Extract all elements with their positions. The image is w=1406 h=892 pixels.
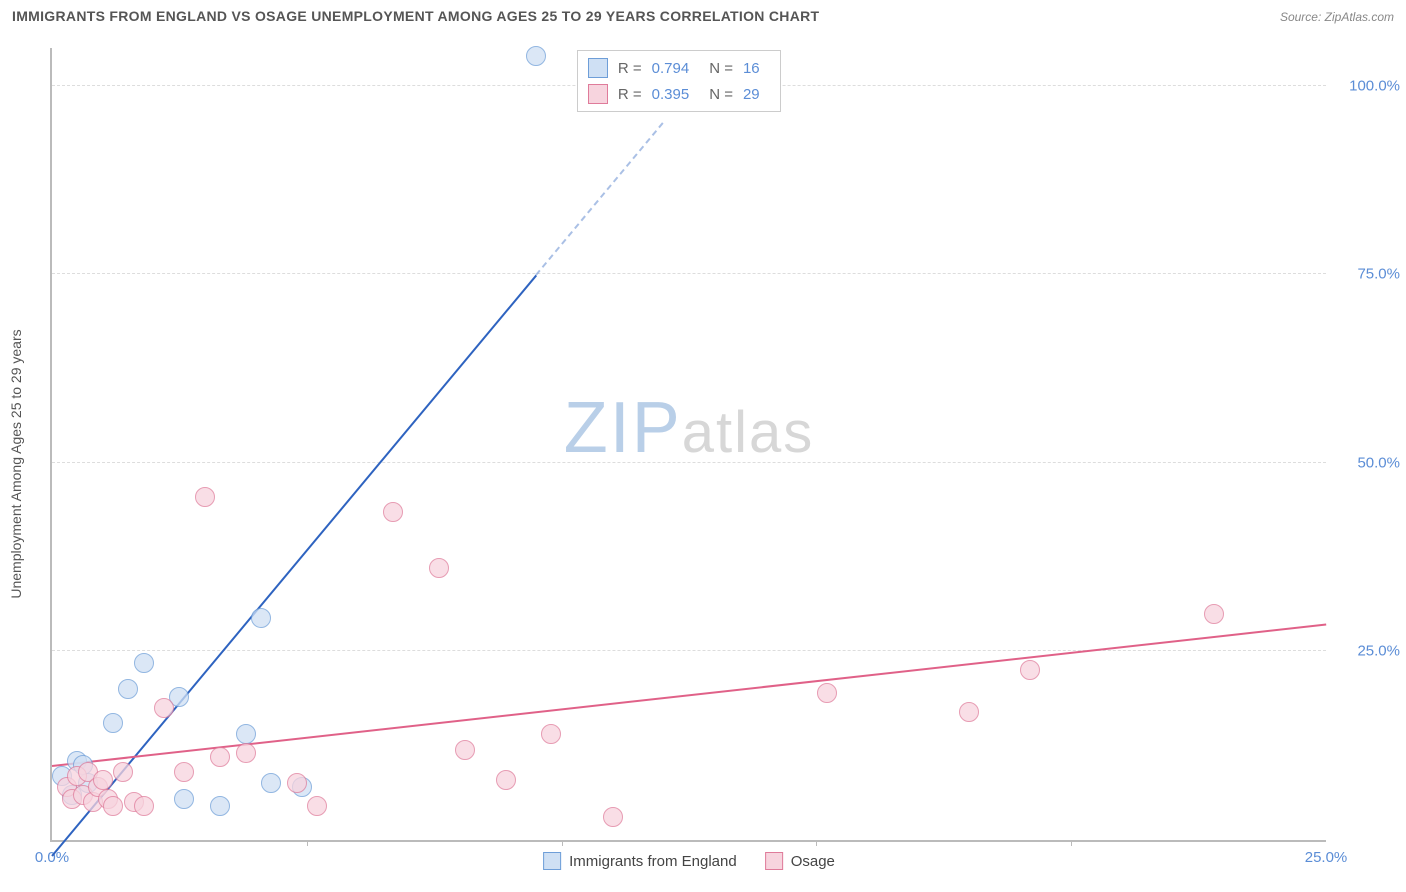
x-tick-minor bbox=[562, 840, 563, 846]
data-point bbox=[174, 762, 194, 782]
y-tick-label: 75.0% bbox=[1330, 266, 1400, 283]
legend-swatch bbox=[588, 58, 608, 78]
watermark: ZIPatlas bbox=[564, 387, 815, 469]
data-point bbox=[261, 773, 281, 793]
data-point bbox=[429, 558, 449, 578]
r-label: R = bbox=[618, 60, 642, 77]
n-value: 29 bbox=[743, 86, 760, 103]
gridline bbox=[52, 273, 1326, 274]
watermark-atlas: atlas bbox=[682, 400, 815, 465]
n-label: N = bbox=[709, 60, 733, 77]
data-point bbox=[210, 747, 230, 767]
legend-item: Immigrants from England bbox=[543, 852, 737, 870]
n-label: N = bbox=[709, 86, 733, 103]
source-label: Source: ZipAtlas.com bbox=[1280, 10, 1394, 24]
legend-swatch bbox=[543, 852, 561, 870]
legend-swatch bbox=[588, 84, 608, 104]
r-label: R = bbox=[618, 86, 642, 103]
legend-row: R = 0.794 N = 16 bbox=[588, 55, 770, 81]
x-tick-label: 25.0% bbox=[1305, 849, 1348, 866]
data-point bbox=[959, 702, 979, 722]
y-tick-label: 100.0% bbox=[1330, 77, 1400, 94]
data-point bbox=[93, 770, 113, 790]
watermark-zip: ZIP bbox=[564, 388, 682, 468]
data-point bbox=[103, 713, 123, 733]
y-tick-label: 50.0% bbox=[1330, 454, 1400, 471]
data-point bbox=[541, 724, 561, 744]
x-tick-label: 0.0% bbox=[35, 849, 69, 866]
data-point bbox=[134, 653, 154, 673]
y-tick-label: 25.0% bbox=[1330, 643, 1400, 660]
data-point bbox=[603, 807, 623, 827]
gridline bbox=[52, 462, 1326, 463]
x-tick-minor bbox=[307, 840, 308, 846]
data-point bbox=[103, 796, 123, 816]
data-point bbox=[1020, 660, 1040, 680]
plot-area: ZIPatlas 25.0%50.0%75.0%100.0%0.0%25.0%R… bbox=[50, 48, 1326, 842]
chart-area: Unemployment Among Ages 25 to 29 years Z… bbox=[0, 36, 1406, 892]
r-value: 0.794 bbox=[652, 60, 690, 77]
data-point bbox=[236, 743, 256, 763]
legend-swatch bbox=[765, 852, 783, 870]
data-point bbox=[118, 679, 138, 699]
legend-label: Immigrants from England bbox=[569, 853, 737, 870]
correlation-legend: R = 0.794 N = 16 R = 0.395 N = 29 bbox=[577, 50, 781, 112]
legend-item: Osage bbox=[765, 852, 835, 870]
data-point bbox=[154, 698, 174, 718]
trendline bbox=[536, 122, 665, 276]
data-point bbox=[236, 724, 256, 744]
legend-label: Osage bbox=[791, 853, 835, 870]
data-point bbox=[251, 608, 271, 628]
chart-title: IMMIGRANTS FROM ENGLAND VS OSAGE UNEMPLO… bbox=[12, 8, 819, 24]
x-tick-minor bbox=[1071, 840, 1072, 846]
r-value: 0.395 bbox=[652, 86, 690, 103]
y-axis-label: Unemployment Among Ages 25 to 29 years bbox=[8, 329, 24, 598]
data-point bbox=[307, 796, 327, 816]
data-point bbox=[174, 789, 194, 809]
data-point bbox=[455, 740, 475, 760]
data-point bbox=[496, 770, 516, 790]
data-point bbox=[134, 796, 154, 816]
data-point bbox=[1204, 604, 1224, 624]
data-point bbox=[210, 796, 230, 816]
data-point bbox=[287, 773, 307, 793]
series-legend: Immigrants from England Osage bbox=[543, 852, 835, 870]
data-point bbox=[383, 502, 403, 522]
data-point bbox=[817, 683, 837, 703]
x-tick-minor bbox=[816, 840, 817, 846]
data-point bbox=[195, 487, 215, 507]
data-point bbox=[113, 762, 133, 782]
chart-header: IMMIGRANTS FROM ENGLAND VS OSAGE UNEMPLO… bbox=[12, 8, 1394, 24]
gridline bbox=[52, 650, 1326, 651]
n-value: 16 bbox=[743, 60, 760, 77]
data-point bbox=[526, 46, 546, 66]
legend-row: R = 0.395 N = 29 bbox=[588, 81, 770, 107]
